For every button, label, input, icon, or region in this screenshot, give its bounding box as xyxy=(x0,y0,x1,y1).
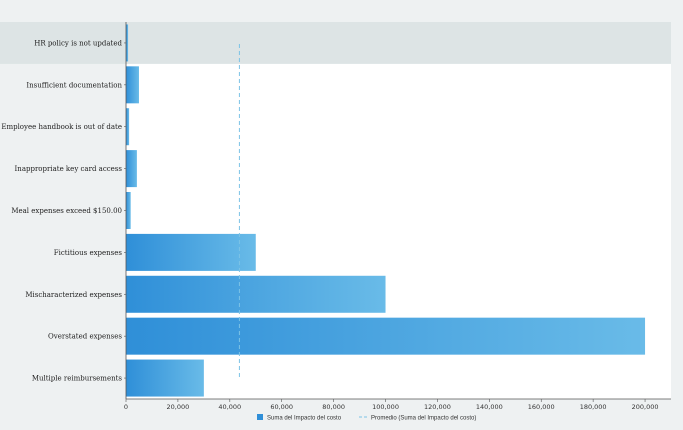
legend-swatch-sum xyxy=(257,414,263,420)
category-label: Employee handbook is out of date xyxy=(1,123,122,131)
category-label: Insufficient documentation xyxy=(26,81,122,89)
x-tick-label: 140,000 xyxy=(476,403,503,411)
category-label: HR policy is not updated xyxy=(34,39,122,47)
legend-label-sum: Suma del Impacto del costo xyxy=(267,416,342,422)
bar[interactable] xyxy=(126,150,137,188)
x-tick-label: 200,000 xyxy=(632,403,659,411)
bar[interactable] xyxy=(126,233,256,271)
category-label: Mischaracterized expenses xyxy=(25,291,122,299)
category-labels: HR policy is not updated Insufficient doc… xyxy=(1,39,126,383)
x-tick-label: 20,000 xyxy=(167,403,190,411)
category-label: Fictitious expenses xyxy=(54,249,123,257)
selected-row-highlight xyxy=(0,22,671,64)
x-tick-label: 80,000 xyxy=(322,403,345,411)
category-label: Meal expenses exceed $150.00 xyxy=(11,207,122,215)
bars-group xyxy=(126,24,646,397)
x-axis-ticks: 0 20,000 40,000 60,000 80,000 100,000 120,000 1… xyxy=(124,399,659,411)
bar[interactable] xyxy=(126,275,386,313)
legend-label-average: Promedio (Suma del Impacto del costo) xyxy=(371,416,476,422)
bar[interactable] xyxy=(126,192,131,229)
category-label: Overstated expenses xyxy=(48,333,122,341)
x-tick-label: 40,000 xyxy=(218,403,241,411)
bar[interactable] xyxy=(126,317,646,355)
x-tick-label: 180,000 xyxy=(580,403,607,411)
category-label: Multiple reimbursements xyxy=(32,375,123,383)
bar[interactable] xyxy=(126,66,139,104)
bar[interactable] xyxy=(126,24,129,62)
category-label: Inappropriate key card access xyxy=(15,165,123,173)
x-tick-label: 160,000 xyxy=(528,403,555,411)
bar[interactable] xyxy=(126,359,204,397)
legend: Suma del Impacto del costo Promedio (Sum… xyxy=(257,414,476,422)
x-tick-label: 0 xyxy=(124,403,128,411)
x-tick-label: 60,000 xyxy=(270,403,293,411)
bar[interactable] xyxy=(126,108,130,146)
x-tick-label: 120,000 xyxy=(424,403,451,411)
x-tick-label: 100,000 xyxy=(372,403,399,411)
